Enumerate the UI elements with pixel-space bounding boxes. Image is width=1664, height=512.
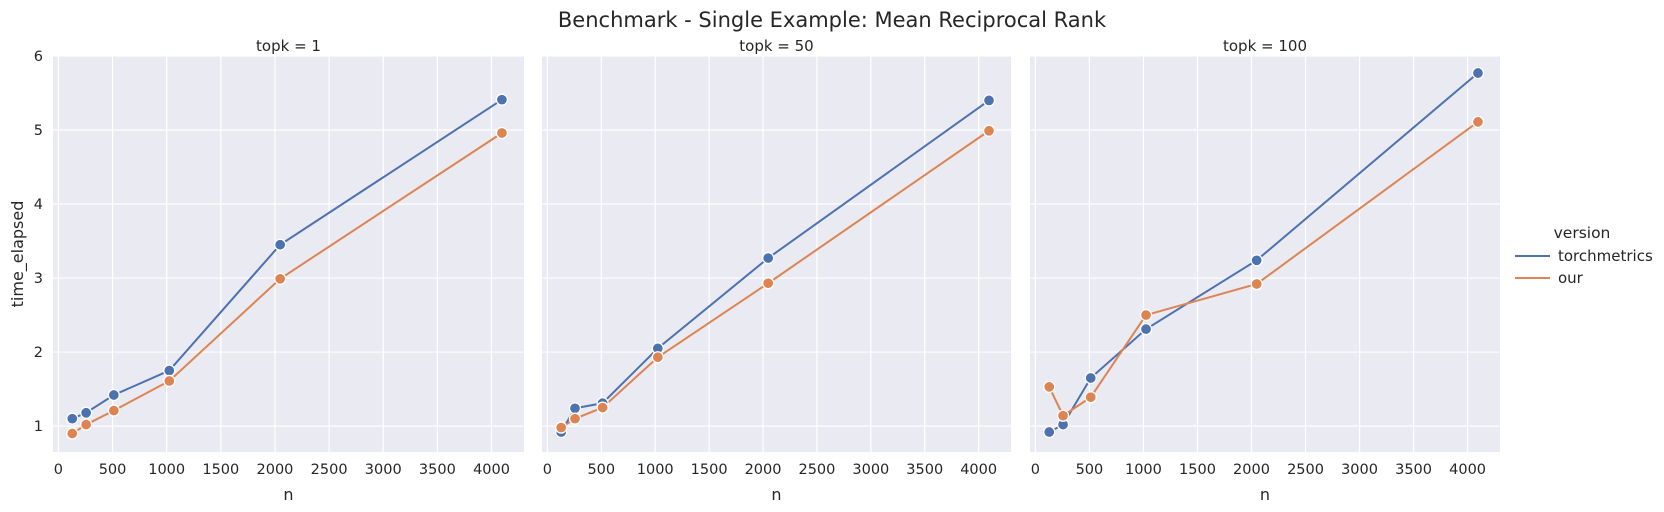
x-tick-label: 3000 — [365, 462, 402, 478]
data-point-our — [1250, 277, 1263, 291]
x-tick-label: 2500 — [1287, 462, 1324, 478]
data-point-torchmetrics — [66, 412, 79, 425]
data-point-torchmetrics — [107, 388, 121, 402]
x-tick-label: 0 — [54, 462, 63, 478]
figure-title: Benchmark - Single Example: Mean Recipro… — [558, 8, 1107, 32]
data-point-our — [1471, 115, 1485, 129]
data-point-our — [651, 351, 664, 364]
x-tick-label: 1500 — [1179, 462, 1216, 478]
data-point-torchmetrics — [495, 93, 509, 106]
x-tick-label: 0 — [1031, 462, 1040, 478]
data-point-torchmetrics — [1250, 254, 1263, 267]
facet-panel-2: 0 500 1000 1500 2000 2500 3000 3500 4000 n topk = … — [542, 37, 1011, 504]
data-point-torchmetrics — [568, 402, 582, 415]
facet-panels: 0 500 1000 1500 2000 2500 3000 3500 4000 1 2 3 4 5 6 n t… — [8, 37, 1500, 504]
x-tick-label: 4000 — [960, 462, 997, 478]
x-axis-label: n — [1260, 485, 1270, 504]
legend-label-torchmetrics: torchmetrics — [1558, 247, 1653, 265]
x-tick-label: 2500 — [311, 462, 348, 478]
x-tick-label: 2500 — [798, 462, 835, 478]
data-point-our — [163, 374, 176, 388]
data-point-our — [1043, 380, 1056, 394]
x-tick-label: 4000 — [473, 462, 510, 478]
y-tick-label: 4 — [34, 197, 43, 213]
legend-label-our: our — [1558, 269, 1584, 287]
data-point-our — [596, 401, 609, 414]
x-tick-label: 500 — [1076, 462, 1104, 478]
data-point-our — [79, 418, 93, 431]
legend: version torchmetrics our — [1515, 224, 1653, 287]
plot-area — [53, 56, 524, 452]
x-tick-label: 3500 — [1395, 462, 1432, 478]
data-point-our — [1139, 308, 1153, 322]
y-axis-label: time_elapsed — [8, 201, 28, 308]
facet-title: topk = 50 — [739, 37, 813, 55]
x-tick-label: 3500 — [419, 462, 456, 478]
data-point-torchmetrics — [1139, 322, 1153, 336]
facet-panel-3: 0 500 1000 1500 2000 2500 3000 3500 4000 n topk = … — [1030, 37, 1500, 504]
x-tick-label: 4000 — [1449, 462, 1486, 478]
x-tick-label: 500 — [99, 462, 127, 478]
facet-panel-1: 0 500 1000 1500 2000 2500 3000 3500 4000 1 2 3 4 5 6 n t… — [8, 37, 524, 504]
data-point-torchmetrics — [79, 406, 93, 419]
x-tick-label: 2000 — [1233, 462, 1270, 478]
x-tick-label: 0 — [543, 462, 552, 478]
data-point-torchmetrics — [163, 364, 176, 377]
data-point-torchmetrics — [274, 238, 287, 251]
data-point-our — [568, 412, 582, 425]
data-point-torchmetrics — [762, 251, 775, 265]
legend-title: version — [1554, 224, 1611, 242]
facet-title: topk = 100 — [1223, 37, 1307, 55]
x-tick-label: 1000 — [148, 462, 185, 478]
x-tick-label: 3500 — [906, 462, 943, 478]
y-tick-label: 2 — [34, 345, 43, 361]
data-point-our — [1056, 409, 1070, 422]
data-point-torchmetrics — [982, 94, 996, 107]
y-tick-label: 5 — [34, 123, 43, 139]
x-tick-label: 3000 — [1341, 462, 1378, 478]
data-point-our — [66, 427, 79, 440]
facet-title: topk = 1 — [256, 37, 321, 55]
x-tick-label: 1500 — [202, 462, 239, 478]
data-point-our — [982, 124, 996, 137]
data-point-our — [762, 277, 775, 290]
data-point-our — [555, 421, 568, 434]
y-tick-label: 1 — [34, 419, 43, 435]
y-tick-label: 6 — [34, 49, 43, 65]
data-point-our — [495, 126, 509, 140]
x-axis-label: n — [283, 485, 293, 504]
data-point-torchmetrics — [1043, 425, 1056, 439]
x-tick-label: 1500 — [691, 462, 728, 478]
x-tick-label: 1000 — [637, 462, 674, 478]
x-tick-label: 1000 — [1125, 462, 1162, 478]
x-tick-label: 2000 — [745, 462, 782, 478]
x-axis-label: n — [771, 485, 781, 504]
data-point-torchmetrics — [1471, 66, 1485, 80]
data-point-our — [274, 272, 287, 285]
x-tick-label: 3000 — [852, 462, 889, 478]
y-tick-label: 3 — [34, 271, 43, 287]
data-point-our — [107, 404, 121, 417]
data-point-torchmetrics — [1084, 371, 1097, 385]
x-tick-label: 500 — [587, 462, 615, 478]
x-tick-label: 2000 — [257, 462, 294, 478]
data-point-our — [1084, 391, 1097, 404]
